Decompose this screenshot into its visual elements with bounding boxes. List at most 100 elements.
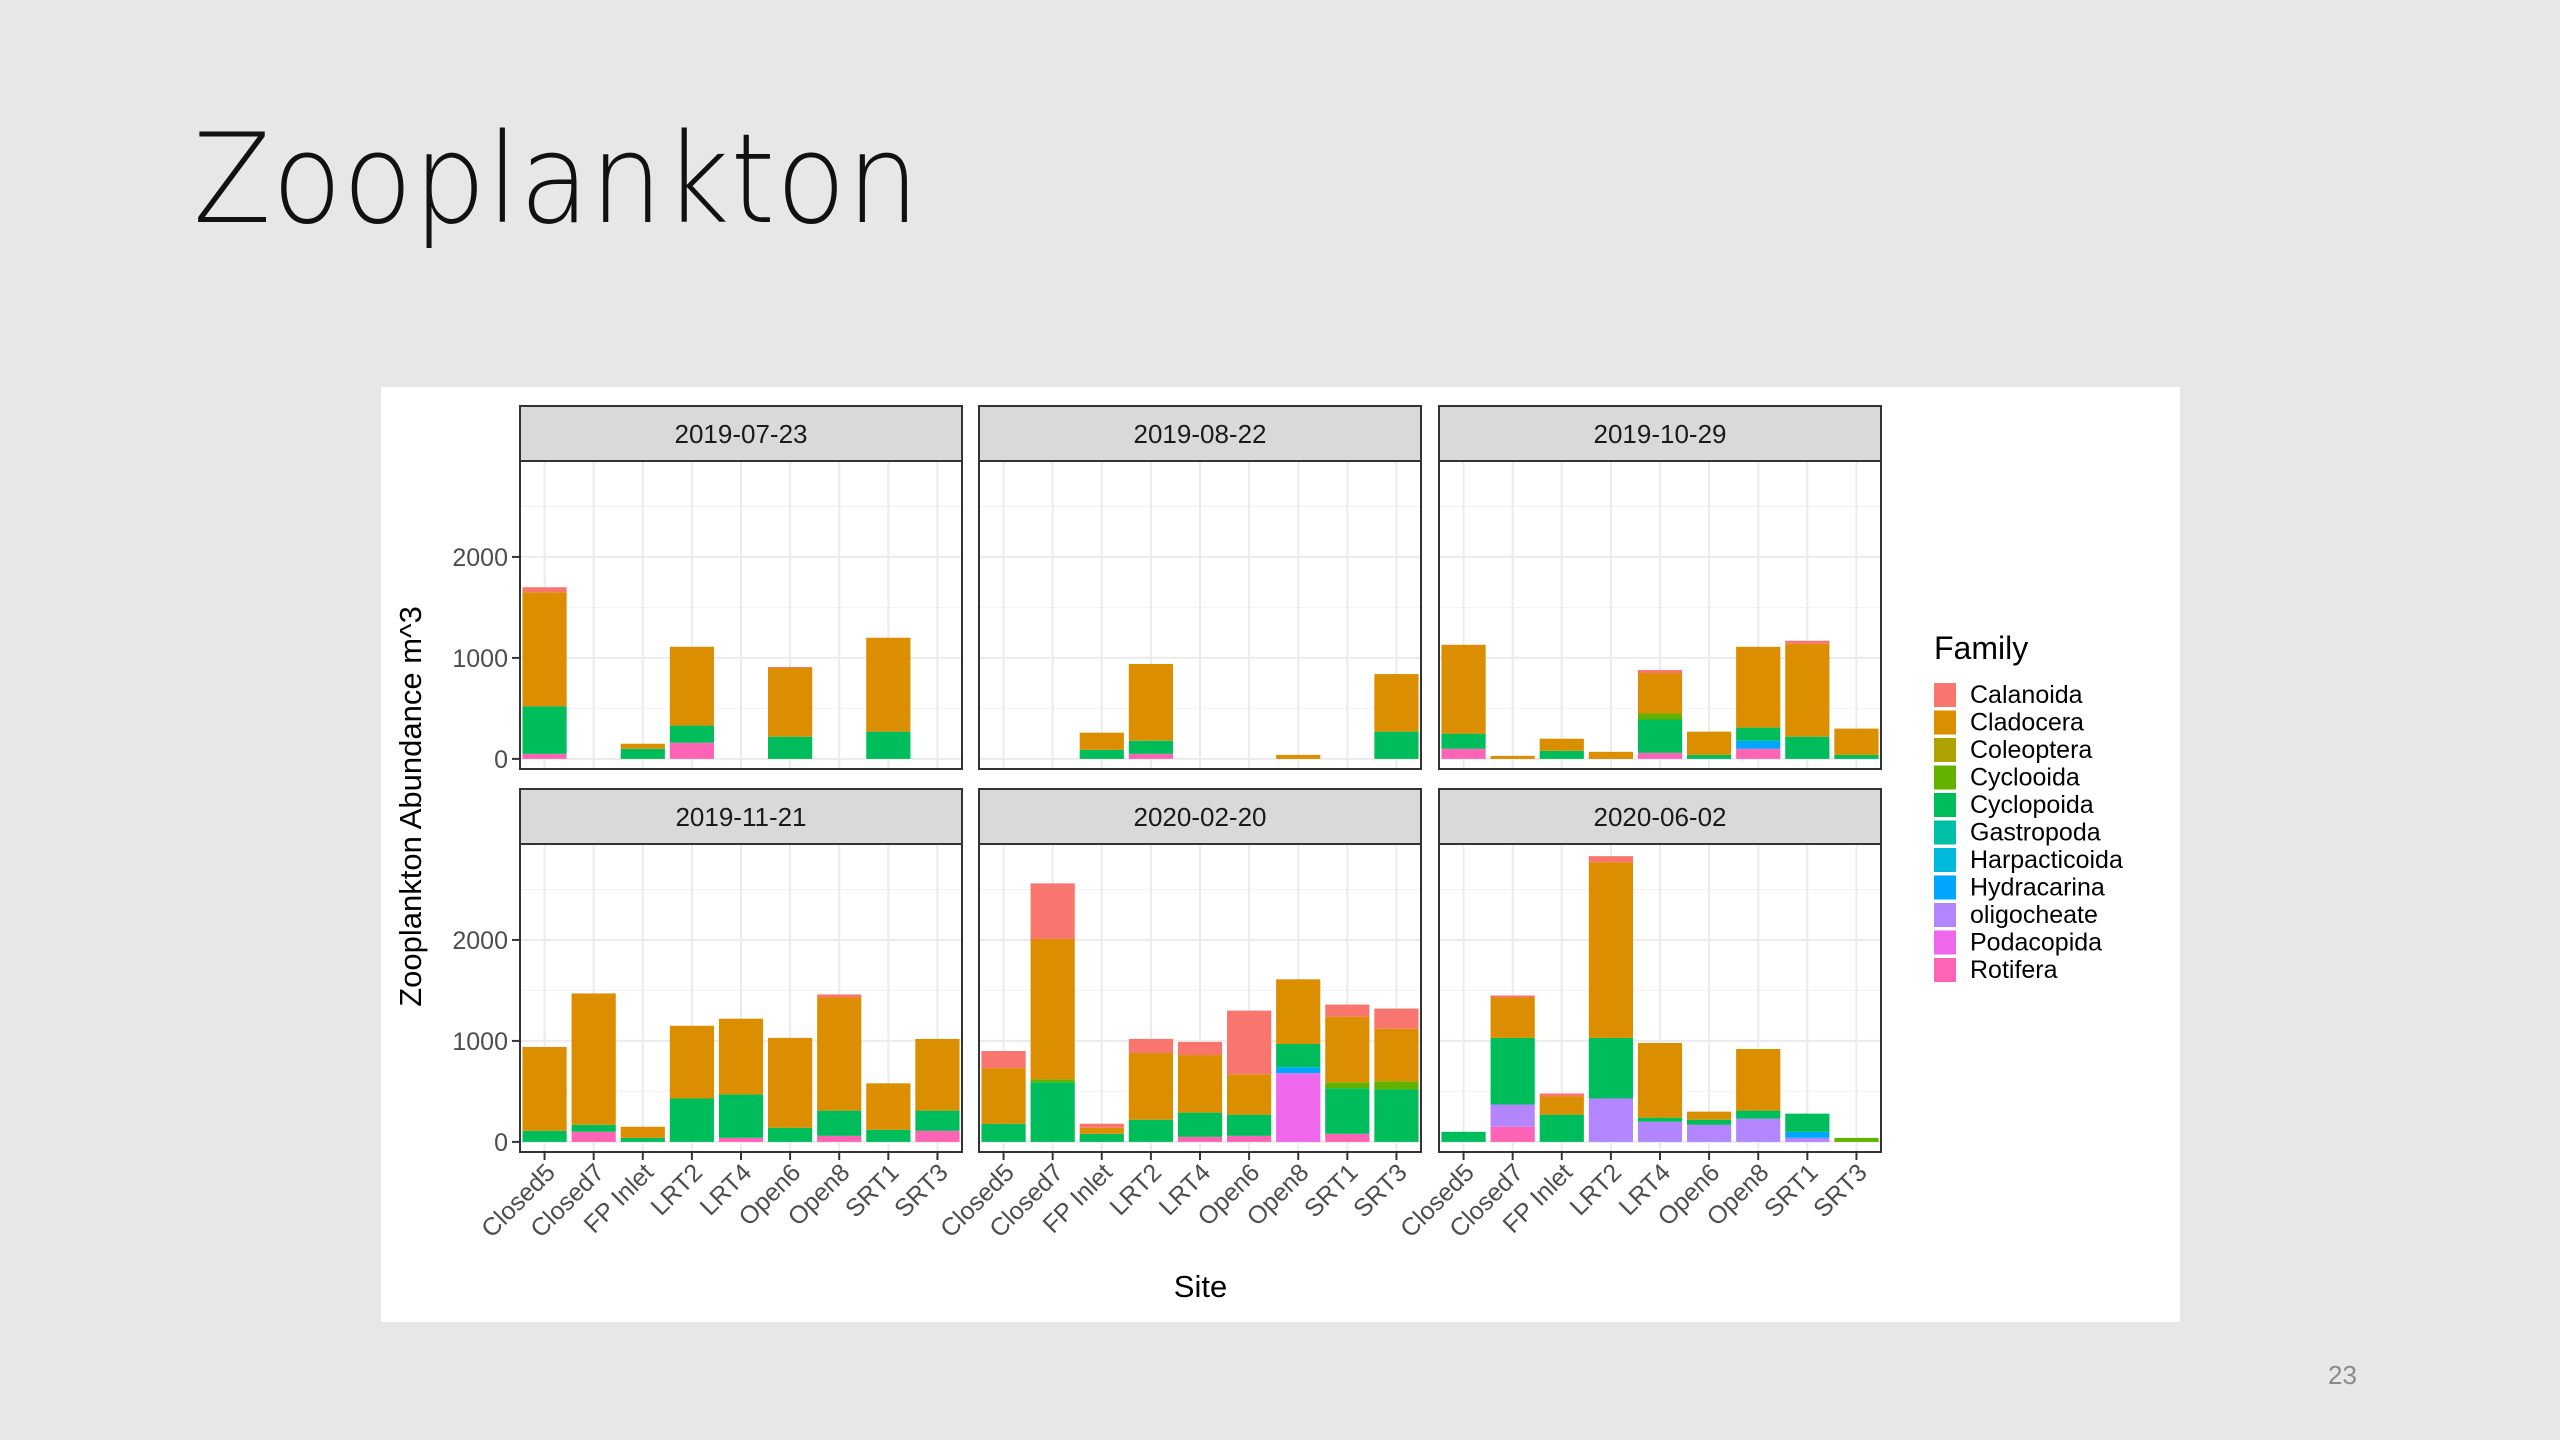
legend-key-cyclopoida	[1934, 793, 1956, 817]
bar-segment	[1637, 713, 1683, 720]
bar-segment	[866, 1083, 911, 1130]
x-tick-label: SRT1	[1759, 1158, 1824, 1223]
bar-segment	[1276, 1073, 1321, 1142]
bar-segment	[1030, 938, 1075, 1080]
legend-key-coleoptera	[1934, 738, 1956, 762]
bar-segment	[1785, 640, 1830, 644]
bar-segment	[1736, 1048, 1781, 1111]
bar-segment	[669, 1098, 714, 1142]
chart-figure: 2019-07-23 0 1000 2000 2019-08-22 2019-10-29 2…	[381, 387, 2180, 1322]
bar-segment	[1539, 1114, 1584, 1142]
bar-segment	[1374, 674, 1419, 732]
bar-segment	[1177, 1112, 1223, 1137]
bar-segment	[1490, 1104, 1535, 1127]
bar-segment	[1030, 883, 1075, 939]
bar-segment	[1588, 1037, 1633, 1099]
bar-segment	[1128, 1053, 1173, 1120]
bar-segment	[1588, 1098, 1633, 1142]
bar-segment	[1785, 643, 1830, 737]
legend-label: Coleoptera	[1970, 736, 2092, 764]
legend-key-oligocheate	[1934, 903, 1956, 927]
legend-label: Harpacticoida	[1970, 846, 2123, 874]
y-tick-label: 2000	[452, 927, 508, 955]
bar-segment	[1128, 663, 1173, 741]
bar-segment	[817, 1135, 862, 1142]
bar-segment	[1276, 979, 1321, 1044]
bar-segment	[1736, 740, 1781, 749]
bar-segment	[1227, 1135, 1272, 1142]
bar-segment	[1374, 1089, 1419, 1142]
y-tick-label: 1000	[452, 1028, 508, 1056]
bar-segment	[1539, 738, 1584, 751]
bar-segment	[915, 1110, 960, 1131]
bar-segment	[1374, 1008, 1419, 1029]
bar-segment	[1374, 1028, 1419, 1082]
bar-segment	[915, 1038, 960, 1111]
x-axis-title: Site	[1174, 1269, 1227, 1304]
x-tick-label: SRT3	[1348, 1158, 1413, 1223]
page-number: 23	[2328, 1360, 2357, 1390]
bar-segment	[1227, 1114, 1272, 1136]
y-tick-label: 0	[494, 1129, 508, 1157]
bar-segment	[522, 1046, 567, 1131]
bar-segment	[1490, 995, 1535, 998]
facet-strip-2020-02-20	[978, 788, 1422, 845]
facet-strip-2019-10-29	[1438, 405, 1882, 462]
bar-segment	[768, 667, 813, 669]
x-tick-label: SRT3	[1808, 1158, 1873, 1223]
legend-key-calanoida	[1934, 683, 1956, 707]
bar-segment	[1785, 1113, 1830, 1132]
facet-strip-label: 2019-08-22	[1134, 419, 1267, 449]
legend-key-podacopida	[1934, 930, 1956, 955]
bar-segment	[1687, 1111, 1732, 1120]
x-tick-label: SRT1	[1299, 1158, 1364, 1223]
legend-label: Hydracarina	[1970, 874, 2105, 902]
faceted-stacked-bar-chart: 2019-07-23 0 1000 2000 2019-08-22 2019-10-29 2…	[393, 405, 2123, 1304]
bar-segment	[768, 1127, 813, 1142]
bar-segment	[571, 993, 616, 1125]
bar-segment	[1325, 1082, 1370, 1089]
bar-segment	[620, 748, 665, 759]
bar-segment	[1834, 1137, 1879, 1142]
legend-label: Gastropoda	[1970, 819, 2101, 847]
legend-key-harpacticoida	[1934, 848, 1956, 872]
bar-segment	[1079, 732, 1124, 750]
bar-segment	[1441, 733, 1486, 749]
bar-segment	[1736, 727, 1781, 741]
bar-segment	[915, 1130, 960, 1142]
bar-segment	[1588, 751, 1633, 759]
facet-strip-2019-07-23	[519, 405, 963, 462]
bar-segment	[1177, 1055, 1223, 1113]
bar-segment	[1177, 1136, 1223, 1142]
bar-segment	[522, 587, 567, 593]
facet-strip-label: 2019-11-21	[675, 802, 806, 832]
legend-label: Cyclopoida	[1970, 791, 2094, 819]
bar-segment	[1128, 1038, 1173, 1054]
bar-segment	[718, 1094, 764, 1138]
bar-segment	[1736, 646, 1781, 728]
bar-segment	[522, 706, 567, 754]
panel-border-2019-07-23	[519, 460, 963, 770]
facet-strip-label: 2019-07-23	[675, 419, 808, 449]
bar-segment	[1687, 1124, 1732, 1142]
bar-segment	[1490, 1037, 1535, 1105]
bar-segment	[522, 1130, 567, 1142]
facet-strip-label: 2020-02-20	[1134, 802, 1267, 832]
bar-segment	[1374, 731, 1419, 759]
bar-segment	[1588, 862, 1633, 1038]
x-tick-label: SRT1	[840, 1158, 905, 1223]
bar-segment	[1687, 1119, 1732, 1125]
bar-segment	[620, 1126, 665, 1138]
bar-segment	[1325, 1004, 1370, 1017]
bar-segment	[522, 753, 567, 759]
bar-segment	[1325, 1016, 1370, 1083]
bar-segment	[1079, 1133, 1124, 1142]
bar-segment	[1637, 670, 1683, 674]
bar-segment	[817, 994, 862, 998]
legend-label: Podacopida	[1970, 929, 2102, 957]
bar-segment	[1687, 731, 1732, 755]
bar-segment	[981, 1068, 1026, 1124]
facet-strip-label: 2019-10-29	[1594, 419, 1727, 449]
slide-title: Zooplankton	[193, 108, 921, 252]
bar-segment	[1276, 1067, 1321, 1074]
